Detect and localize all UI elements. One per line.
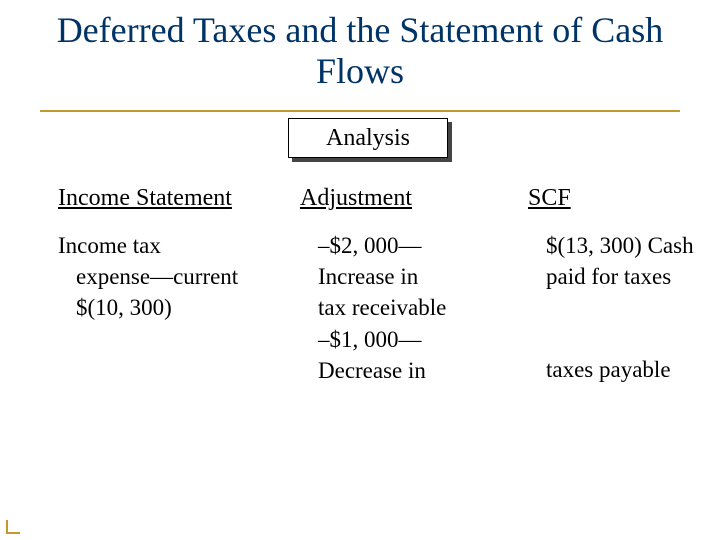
column-header-income: Income Statement (58, 182, 288, 214)
adjustment-line: –$1, 000— (318, 324, 500, 355)
column-header-adjustment: Adjustment (300, 182, 500, 214)
income-line: $(10, 300) (58, 292, 288, 323)
corner-accent-icon (6, 520, 20, 534)
scf-line: paid for taxes (546, 261, 698, 292)
income-line: Income tax (58, 230, 288, 261)
adjustment-body: –$2, 000— Increase in tax receivable –$1… (300, 230, 500, 385)
scf-gap (546, 292, 698, 354)
scf-body: $(13, 300) Cash paid for taxes taxes pay… (528, 230, 698, 385)
scf-line: taxes payable (546, 354, 698, 385)
scf-line: $(13, 300) Cash (546, 230, 698, 261)
analysis-label: Analysis (326, 125, 410, 152)
column-adjustment: Adjustment –$2, 000— Increase in tax rec… (300, 182, 500, 386)
analysis-box-face: Analysis (288, 118, 448, 158)
slide-title: Deferred Taxes and the Statement of Cash… (50, 10, 670, 93)
income-line: expense—current (58, 261, 288, 292)
column-scf: SCF $(13, 300) Cash paid for taxes taxes… (528, 182, 698, 386)
slide: Deferred Taxes and the Statement of Cash… (0, 0, 720, 540)
column-income-statement: Income Statement Income tax expense—curr… (58, 182, 288, 324)
column-header-scf: SCF (528, 182, 698, 214)
adjustment-line: –$2, 000— (318, 230, 500, 261)
title-underline (40, 110, 680, 112)
income-body: Income tax expense—current $(10, 300) (58, 230, 288, 323)
adjustment-line: Decrease in (318, 355, 500, 386)
analysis-box: Analysis (288, 118, 448, 158)
adjustment-line: Increase in (318, 261, 500, 292)
adjustment-line: tax receivable (318, 292, 500, 323)
